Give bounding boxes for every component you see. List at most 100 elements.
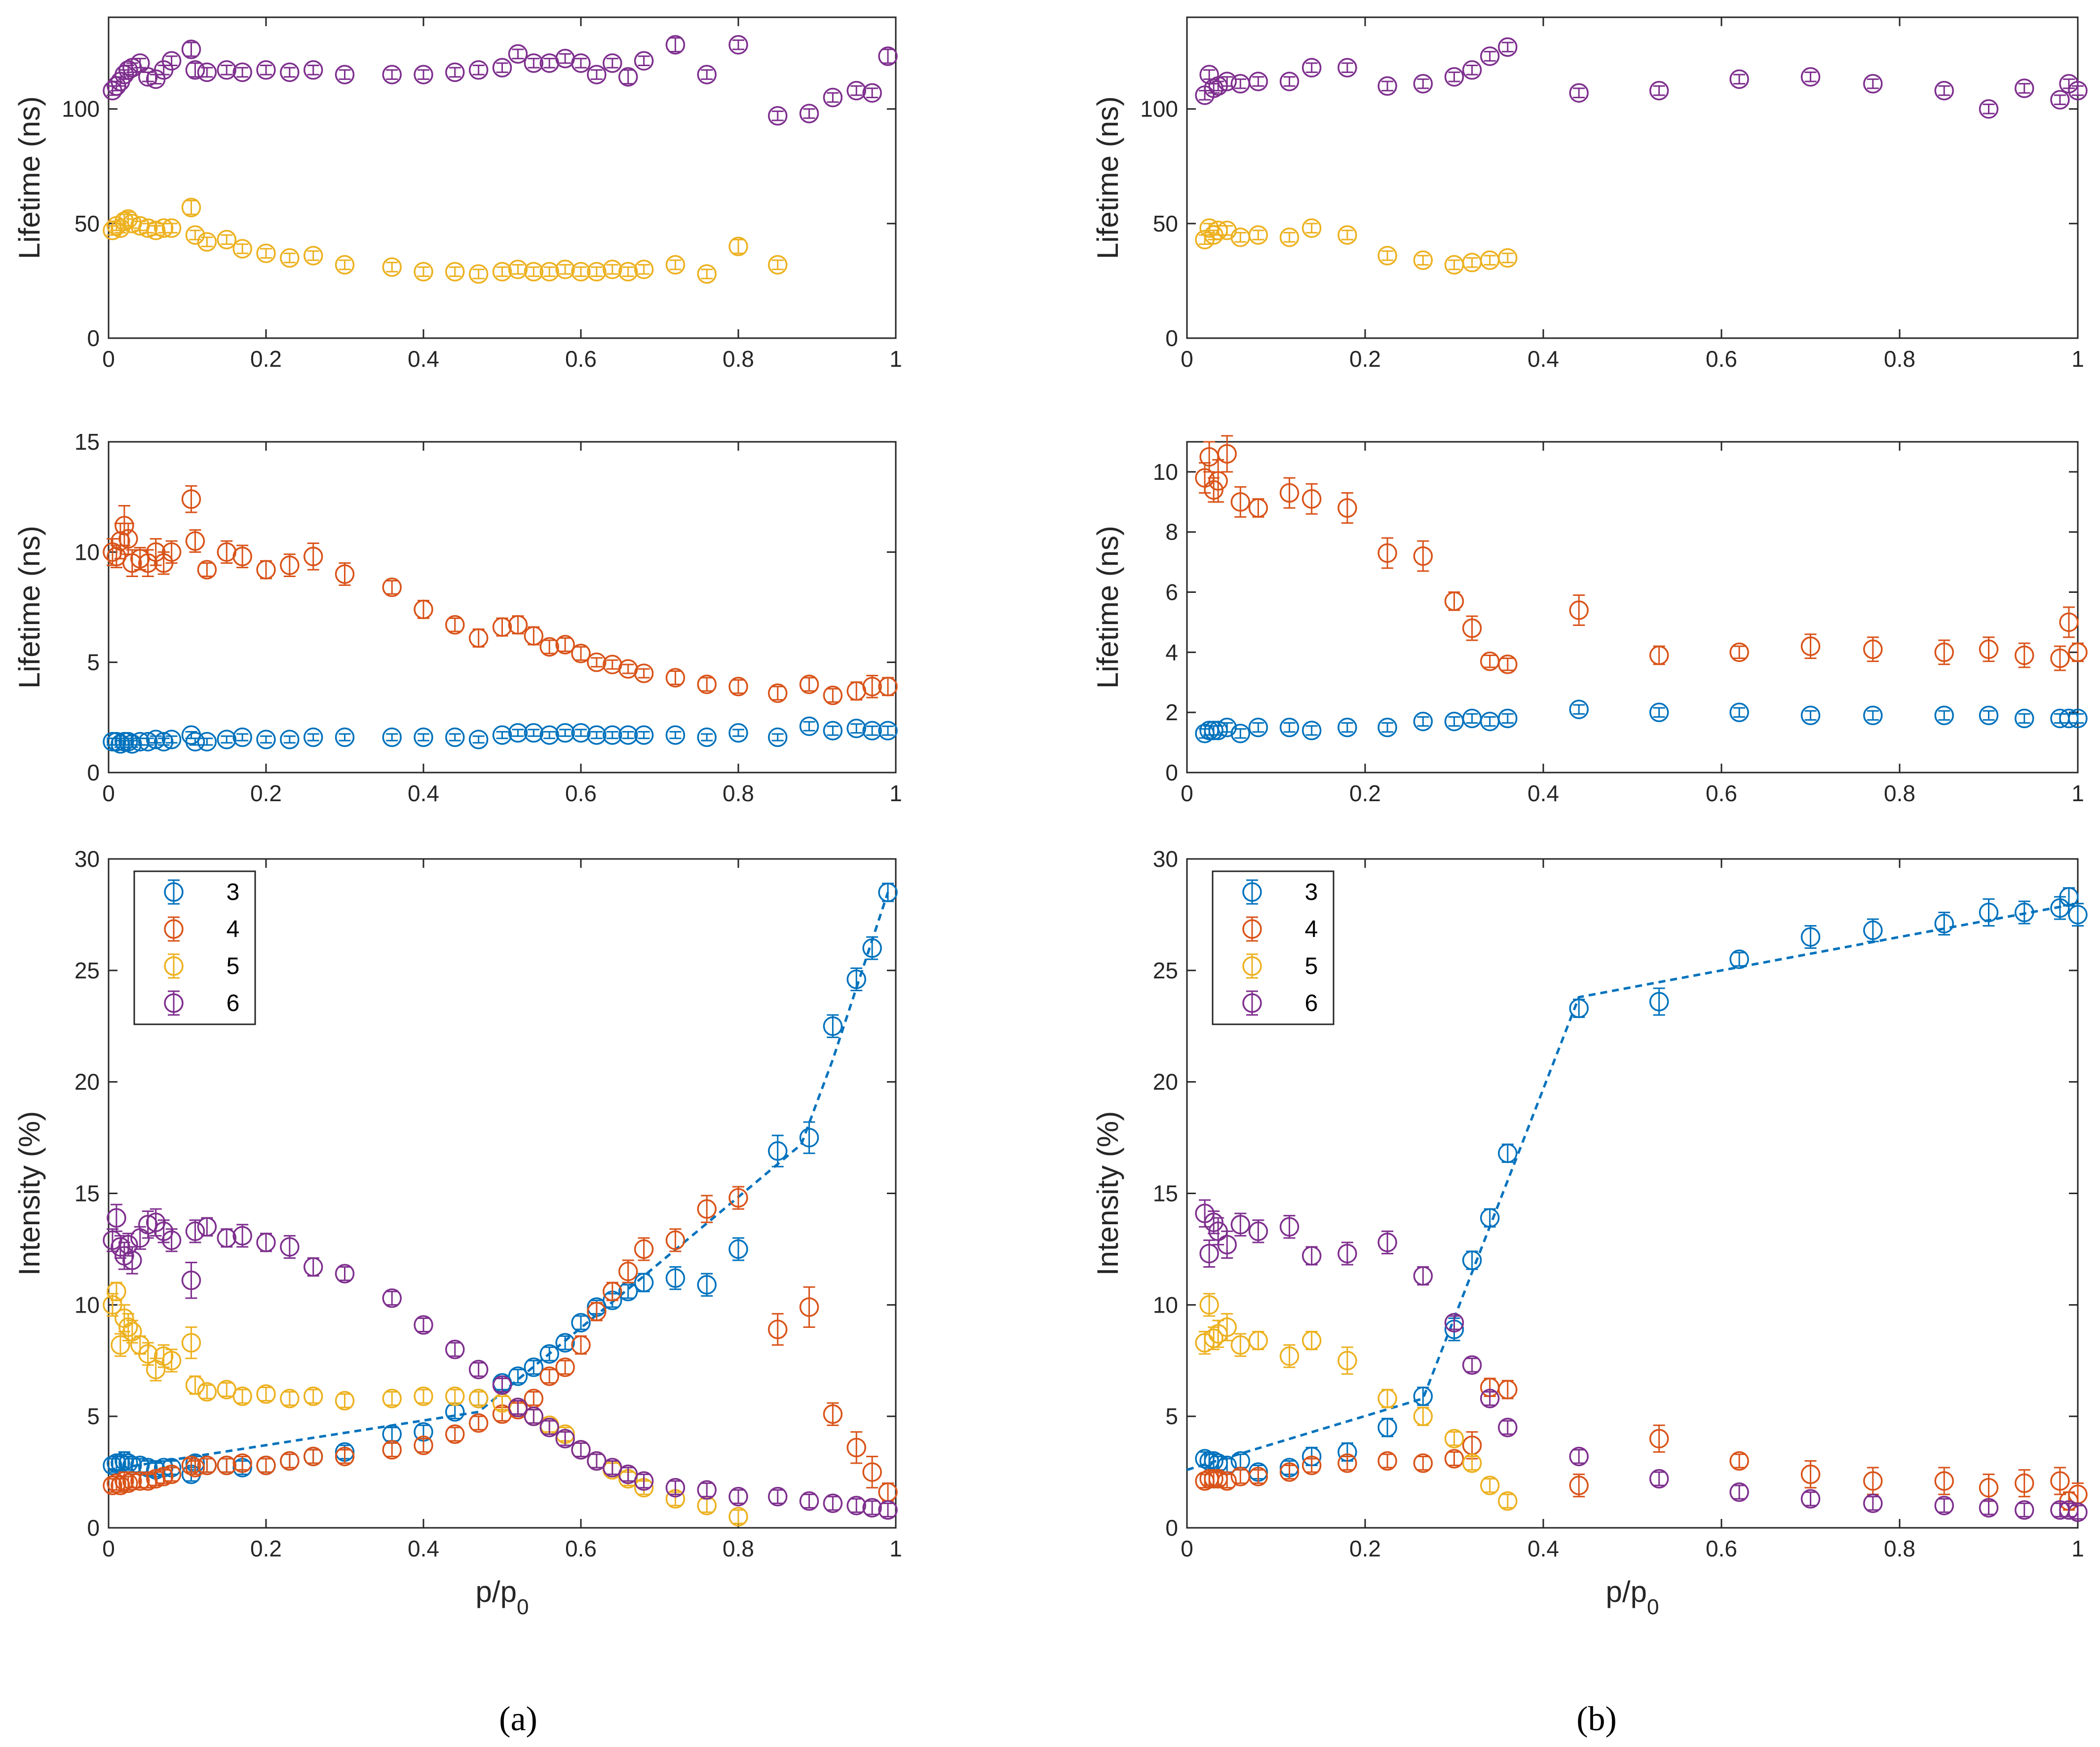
data-point-series-5 <box>1248 1330 1268 1351</box>
data-point-series-5 <box>217 230 236 250</box>
data-point-series-3 <box>1649 992 1669 1011</box>
data-point-series-5 <box>1480 1475 1500 1495</box>
data-point-series-5 <box>1279 227 1299 247</box>
data-point-series-4 <box>161 1464 182 1484</box>
data-point-series-3 <box>122 734 142 754</box>
x-tick-label: 0.2 <box>1349 780 1381 806</box>
data-point-series-3 <box>634 725 654 745</box>
data-point-series-4 <box>697 674 717 695</box>
data-point-series-5 <box>1199 1295 1219 1315</box>
data-point-series-6 <box>1337 58 1357 78</box>
data-point-series-6 <box>1204 1212 1223 1232</box>
data-point-series-4 <box>728 1188 748 1208</box>
data-point-series-4 <box>335 1446 355 1467</box>
data-point-series-3 <box>823 721 843 740</box>
data-point-series-5 <box>665 255 686 275</box>
data-point-series-6 <box>197 1217 217 1237</box>
data-point-series-4 <box>862 1462 882 1482</box>
data-point-series-6 <box>571 53 591 73</box>
data-point-series-4 <box>878 677 898 697</box>
data-point-series-3 <box>571 723 591 743</box>
data-point-series-3 <box>634 1273 654 1292</box>
data-point-series-3 <box>1279 717 1299 738</box>
data-point-series-3 <box>382 727 402 747</box>
data-point-series-4 <box>2068 642 2088 662</box>
data-point-series-6 <box>823 1493 843 1514</box>
data-point-series-4 <box>634 1239 654 1259</box>
data-point-series-4 <box>256 1455 276 1475</box>
data-point-series-4 <box>665 668 686 688</box>
data-point-series-5 <box>524 262 544 282</box>
x-tick-label: 0.4 <box>1527 1536 1559 1561</box>
data-point-series-6 <box>217 60 236 80</box>
data-point-series-6 <box>414 65 433 84</box>
y-tick-label: 10 <box>1153 1292 1178 1318</box>
data-point-series-3 <box>1204 720 1223 740</box>
data-point-series-6 <box>445 1339 465 1359</box>
data-point-series-4 <box>1498 1380 1518 1399</box>
data-point-series-6 <box>1480 46 1500 66</box>
data-point-series-3 <box>768 727 788 747</box>
data-point-series-6 <box>118 60 138 80</box>
data-point-series-3 <box>161 730 182 749</box>
x-axis-label: p/p0 <box>1606 1575 1659 1619</box>
data-point-series-6 <box>603 53 622 73</box>
data-point-series-3 <box>587 725 607 745</box>
data-point-series-3 <box>1337 717 1357 738</box>
data-point-series-5 <box>1301 218 1322 238</box>
data-point-series-5 <box>181 197 201 218</box>
data-point-series-6 <box>107 1208 126 1228</box>
data-point-series-5 <box>728 1507 748 1527</box>
data-point-series-6 <box>878 46 898 66</box>
data-point-series-3 <box>603 725 622 745</box>
data-point-series-3 <box>1230 724 1251 743</box>
data-point-series-5 <box>335 1391 355 1411</box>
data-point-series-4 <box>1979 1477 1999 1498</box>
y-tick-label: 8 <box>1165 519 1178 545</box>
data-point-series-6 <box>878 1500 898 1520</box>
data-point-series-4 <box>1248 1467 1268 1486</box>
data-point-series-3 <box>1248 717 1268 738</box>
data-point-series-5 <box>232 1386 252 1406</box>
data-point-series-5 <box>1413 250 1433 270</box>
data-point-series-4 <box>153 1467 174 1486</box>
data-point-series-5 <box>768 255 788 275</box>
caption-a: (a) <box>499 1700 537 1738</box>
data-point-series-4 <box>256 560 276 580</box>
legend-label-3: 3 <box>227 879 240 905</box>
data-point-series-6 <box>1462 60 1482 80</box>
data-point-series-4 <box>1230 492 1251 512</box>
data-point-series-6 <box>799 1491 819 1511</box>
data-point-series-5 <box>1377 246 1397 266</box>
data-point-series-4 <box>1979 639 1999 660</box>
data-point-series-3 <box>728 723 748 743</box>
data-point-series-6 <box>122 1250 142 1270</box>
fit-line-series-3 <box>1186 902 2078 1471</box>
x-tick-label: 1 <box>2071 780 2084 806</box>
y-tick-label: 6 <box>1165 580 1178 605</box>
data-point-series-3 <box>197 732 217 752</box>
data-point-series-3 <box>1649 702 1669 722</box>
data-point-series-3 <box>539 1344 559 1364</box>
data-point-series-6 <box>862 1498 882 1518</box>
data-point-series-6 <box>1377 1233 1397 1252</box>
data-point-series-3 <box>768 1141 788 1161</box>
x-axis-label-subscript: 0 <box>1647 1595 1659 1619</box>
data-point-series-5 <box>1462 1453 1482 1473</box>
x-tick-label: 0 <box>1181 780 1193 806</box>
data-point-series-3 <box>618 725 638 745</box>
y-tick-label: 50 <box>75 211 100 236</box>
data-point-series-6 <box>303 60 323 80</box>
data-point-series-3 <box>799 1127 819 1148</box>
data-point-series-6 <box>280 1237 300 1257</box>
data-point-series-4 <box>697 1199 717 1219</box>
data-point-series-5 <box>138 1344 158 1364</box>
data-point-series-5 <box>107 1281 126 1301</box>
legend-label-3: 3 <box>1305 879 1318 905</box>
data-point-series-5 <box>185 225 205 245</box>
data-point-series-6 <box>799 104 819 123</box>
data-point-series-5 <box>197 232 217 252</box>
data-point-series-6 <box>1979 1498 1999 1518</box>
y-tick-label: 15 <box>1153 1181 1178 1206</box>
data-point-series-6 <box>1279 1217 1299 1237</box>
